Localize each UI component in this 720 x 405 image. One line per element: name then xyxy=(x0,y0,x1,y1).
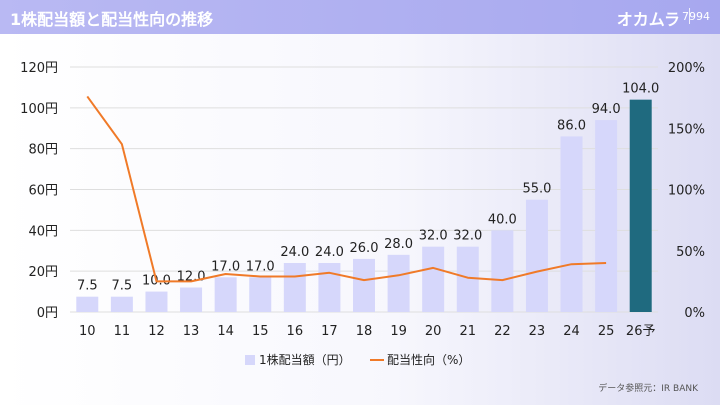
bar-value-label: 26.0 xyxy=(350,241,379,256)
x-tick-label: 10 xyxy=(79,324,96,339)
bar-value-label: 28.0 xyxy=(384,237,413,252)
legend-line-label: 配当性向（%） xyxy=(387,352,470,367)
legend-bar-label: 1株配当額（円） xyxy=(259,352,351,367)
x-tick-label: 18 xyxy=(356,324,373,339)
bar-value-label: 94.0 xyxy=(592,102,621,117)
x-tick-label: 15 xyxy=(252,324,269,339)
bar-value-label: 32.0 xyxy=(453,229,482,244)
bar xyxy=(214,277,237,312)
y-right-tick-label: 150% xyxy=(668,122,705,137)
bar xyxy=(76,296,99,312)
y-left-tick-label: 40円 xyxy=(28,224,58,239)
bar xyxy=(145,291,168,312)
y-right-tick-label: 0% xyxy=(684,306,705,321)
bar xyxy=(110,296,133,312)
y-left-tick-label: 120円 xyxy=(20,61,58,76)
x-tick-label: 12 xyxy=(148,324,165,339)
legend-bar-swatch xyxy=(245,355,255,365)
bar xyxy=(629,99,652,313)
bar-value-label: 7.5 xyxy=(112,279,133,294)
bar xyxy=(249,277,272,312)
bar-value-label: 86.0 xyxy=(557,118,586,133)
y-left-tick-label: 60円 xyxy=(28,184,58,199)
x-tick-label: 16 xyxy=(287,324,304,339)
bar-value-label: 17.0 xyxy=(246,259,275,274)
bar xyxy=(283,263,306,312)
bar xyxy=(525,199,548,312)
x-tick-label: 25 xyxy=(598,324,615,339)
bar xyxy=(422,246,445,312)
bar xyxy=(353,258,375,312)
bar xyxy=(491,230,514,312)
x-tick-label: 22 xyxy=(494,324,511,339)
x-tick-label: 11 xyxy=(114,324,131,339)
bar-value-label: 7.5 xyxy=(77,279,98,294)
bar xyxy=(560,136,583,312)
data-source: データ参照元：IR BANK xyxy=(598,384,698,394)
bar-value-label: 17.0 xyxy=(211,259,240,274)
x-tick-label: 19 xyxy=(390,324,407,339)
y-left-tick-label: 0円 xyxy=(37,306,58,321)
x-tick-label: 21 xyxy=(459,324,476,339)
y-right-tick-label: 100% xyxy=(668,184,705,199)
bar-value-label: 24.0 xyxy=(315,245,344,260)
bar xyxy=(318,263,341,312)
bar-value-label: 55.0 xyxy=(522,182,551,197)
bar xyxy=(387,254,410,312)
bar-value-label: 104.0 xyxy=(622,82,659,97)
header-divider xyxy=(689,8,690,24)
x-tick-label: 20 xyxy=(425,324,442,339)
x-tick-label: 23 xyxy=(529,324,546,339)
y-right-tick-label: 50% xyxy=(676,245,705,260)
x-tick-label: 24 xyxy=(563,324,580,339)
bar xyxy=(595,120,618,312)
x-tick-label: 26予 xyxy=(626,324,656,339)
y-left-tick-label: 100円 xyxy=(20,102,58,117)
stock-code: 7994 xyxy=(682,10,710,23)
bar-value-label: 32.0 xyxy=(419,229,448,244)
bar-value-label: 40.0 xyxy=(488,212,517,227)
x-tick-label: 13 xyxy=(183,324,200,339)
y-right-tick-label: 200% xyxy=(668,61,705,76)
payout-ratio-line xyxy=(86,95,607,283)
company-name: オカムラ xyxy=(616,10,680,29)
y-left-tick-label: 20円 xyxy=(28,265,58,280)
x-tick-label: 17 xyxy=(321,324,338,339)
chart-title: 1株配当額と配当性向の推移 xyxy=(10,10,214,29)
header-bar: 1株配当額と配当性向の推移 オカムラ 7994 xyxy=(0,0,720,34)
bar xyxy=(180,287,203,312)
y-left-tick-label: 80円 xyxy=(28,143,58,158)
bar-value-label: 24.0 xyxy=(280,245,309,260)
bar xyxy=(456,246,479,312)
x-tick-label: 14 xyxy=(217,324,234,339)
